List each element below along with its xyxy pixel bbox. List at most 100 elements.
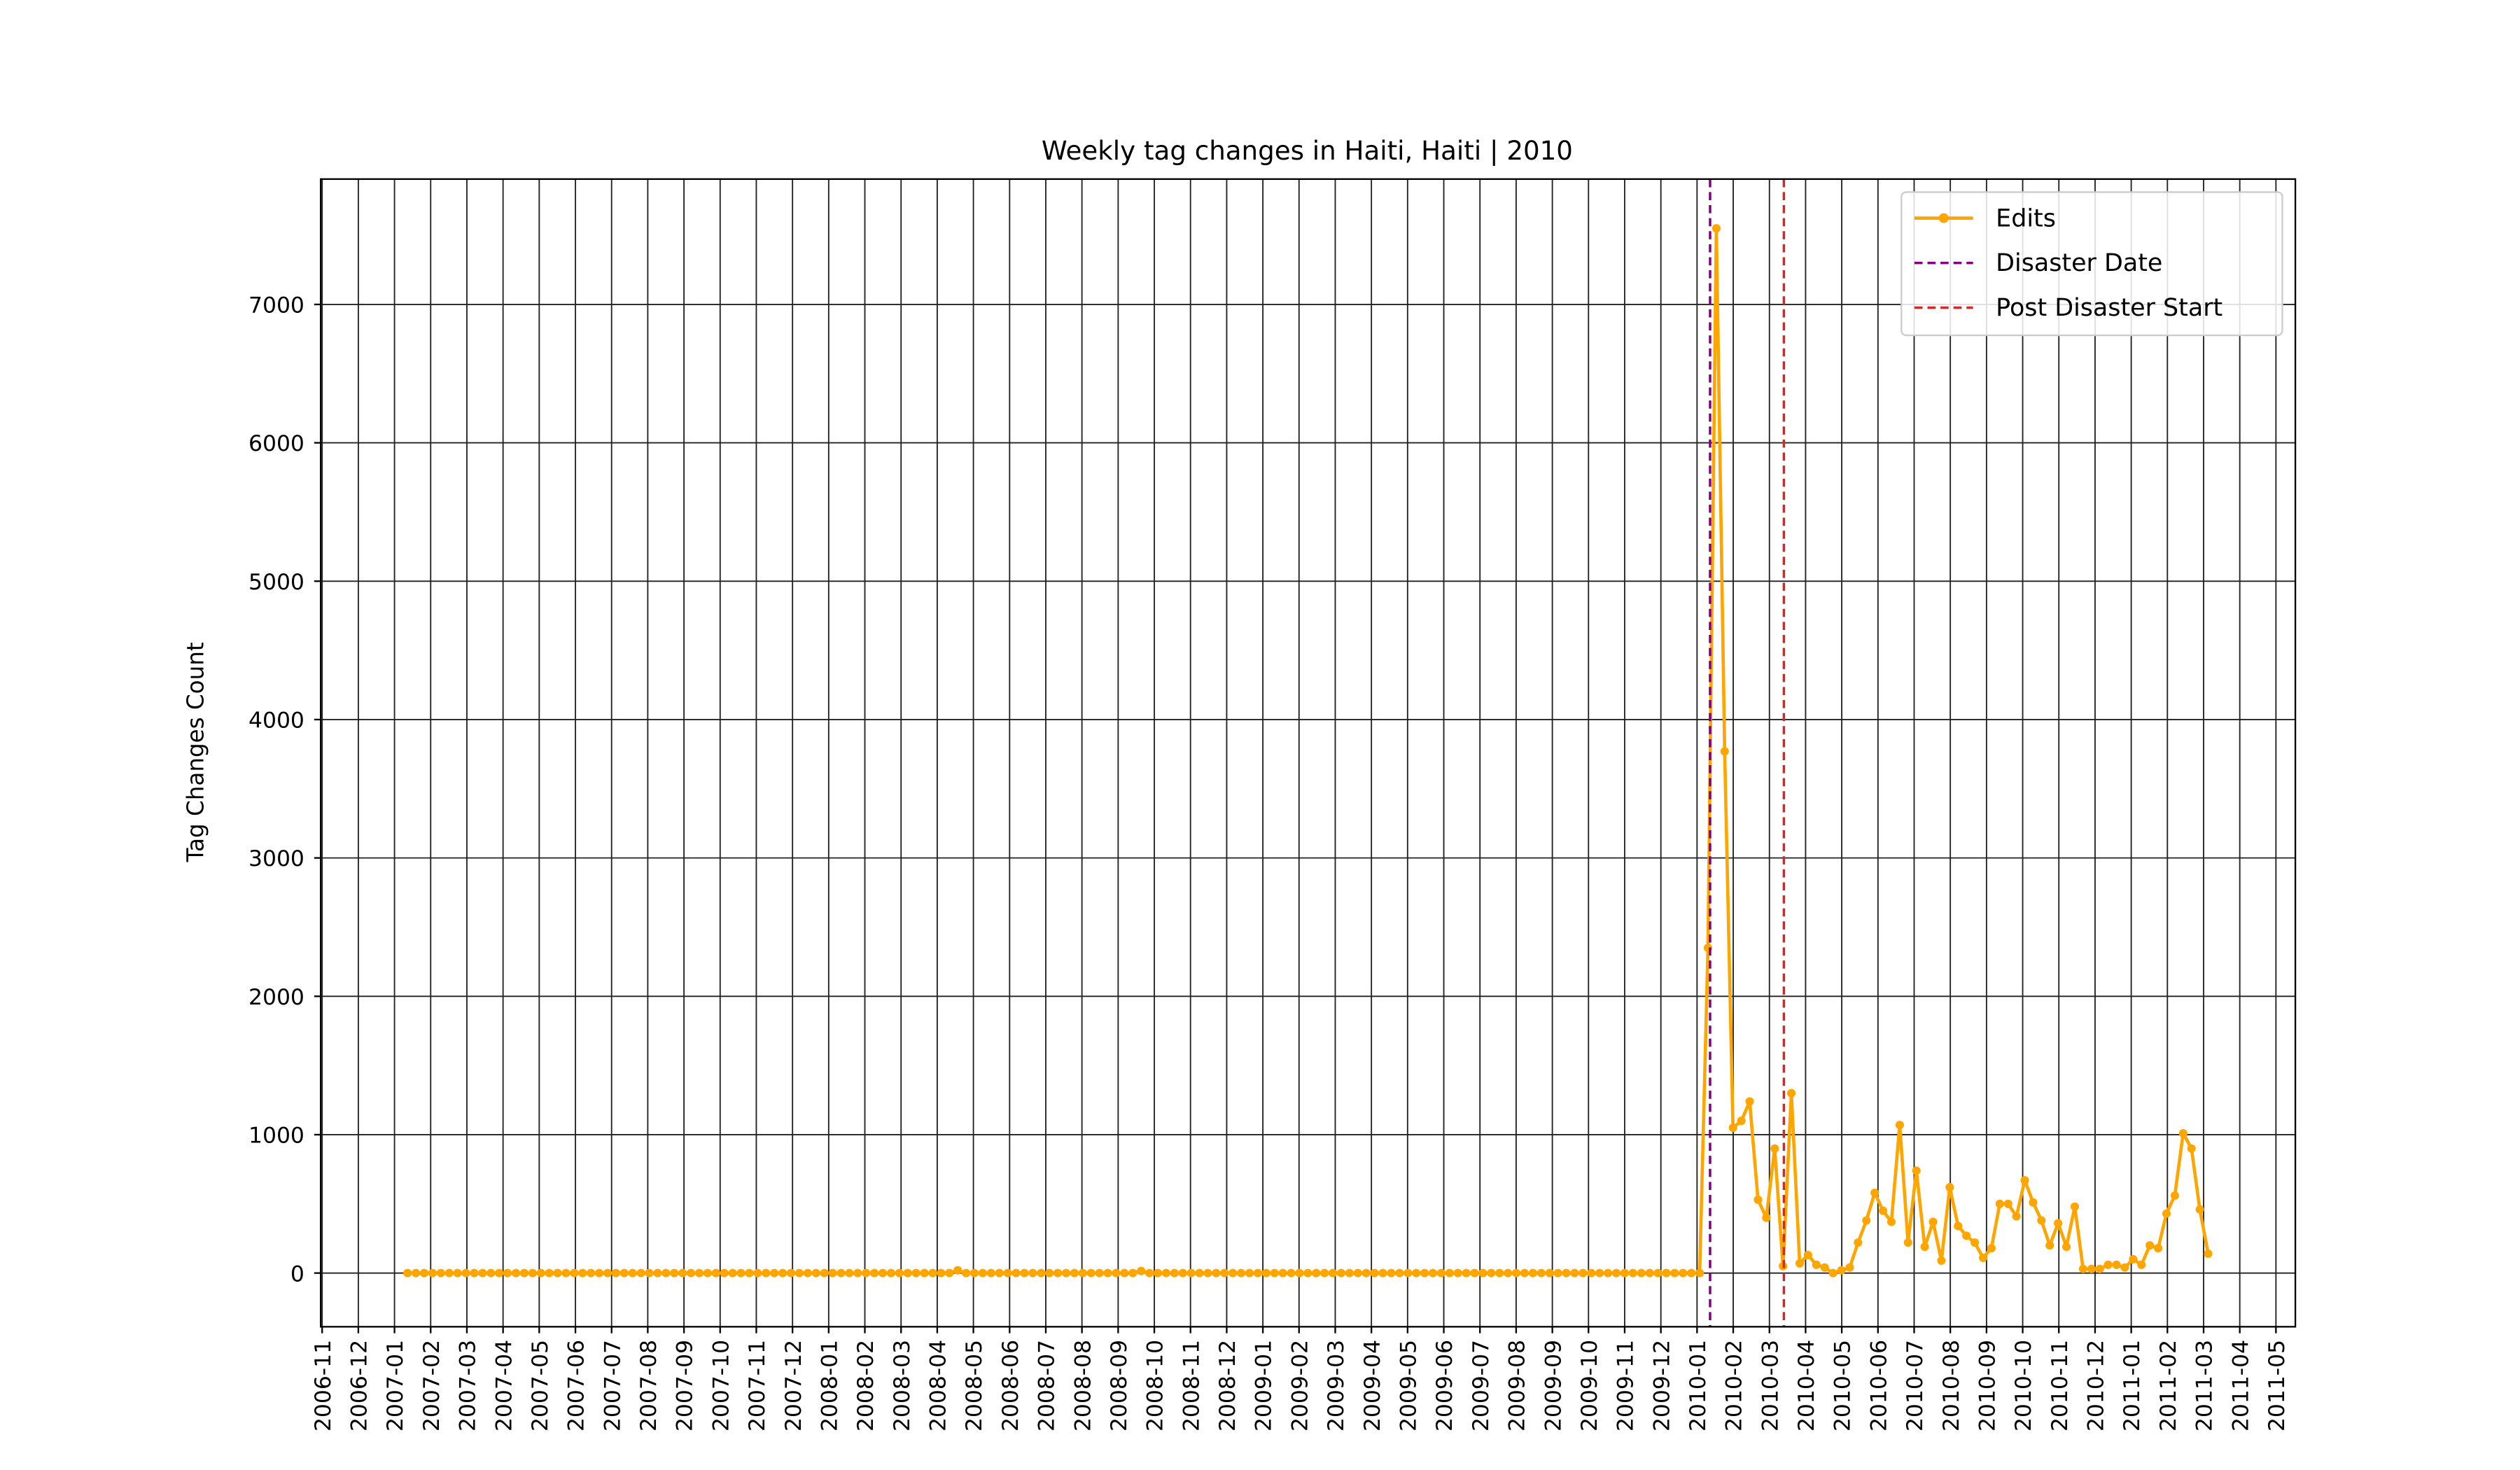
data-point <box>1670 1268 1679 1278</box>
data-point <box>1203 1268 1212 1278</box>
data-point <box>2062 1242 2071 1252</box>
data-point <box>1395 1268 1404 1278</box>
data-point <box>1803 1250 1812 1259</box>
data-point <box>945 1268 954 1278</box>
data-point <box>478 1268 487 1278</box>
data-point <box>653 1268 662 1278</box>
data-point <box>1945 1183 1954 1192</box>
data-point <box>1920 1242 1929 1252</box>
data-point <box>762 1268 771 1278</box>
data-point <box>1679 1268 1688 1278</box>
data-point <box>620 1268 629 1278</box>
x-tick-label: 2007-10 <box>708 1340 734 1432</box>
data-point <box>870 1268 879 1278</box>
x-tick-label: 2009-08 <box>1505 1340 1530 1432</box>
x-tick-label: 2008-04 <box>926 1340 951 1432</box>
plot-area <box>403 178 2213 1327</box>
x-tick-label: 2007-05 <box>528 1340 553 1432</box>
data-point <box>1728 1124 1737 1133</box>
data-point <box>1954 1222 1963 1231</box>
data-point <box>1978 1253 1988 1262</box>
x-tick-label: 2008-09 <box>1107 1340 1132 1432</box>
data-point <box>1070 1268 1079 1278</box>
data-point <box>828 1268 837 1278</box>
data-point <box>845 1268 854 1278</box>
data-point <box>1078 1268 1087 1278</box>
x-tick-label: 2008-03 <box>890 1340 915 1432</box>
data-point <box>753 1268 762 1278</box>
data-point <box>687 1268 696 1278</box>
y-axis-label: Tag Changes Count <box>183 642 209 862</box>
data-point <box>1886 1217 1896 1226</box>
x-tick-label: 2007-06 <box>564 1340 589 1432</box>
data-point <box>1054 1268 1063 1278</box>
x-tick-label: 2010-09 <box>1975 1340 2001 1432</box>
x-tick-label: 2007-12 <box>781 1340 806 1432</box>
data-point <box>1845 1263 1854 1272</box>
x-tick-label: 2009-09 <box>1541 1340 1566 1432</box>
data-point <box>1061 1268 1071 1278</box>
data-point <box>1637 1268 1646 1278</box>
legend-marker <box>1938 213 1949 223</box>
data-point <box>1178 1268 1187 1278</box>
data-point <box>2078 1264 2087 1273</box>
data-point <box>519 1268 528 1278</box>
data-point <box>886 1268 895 1278</box>
data-point <box>803 1268 812 1278</box>
x-tick-label: 2007-08 <box>636 1340 662 1432</box>
data-point <box>711 1268 720 1278</box>
data-point <box>1820 1263 1829 1272</box>
x-tick-label: 2010-08 <box>1939 1340 1964 1432</box>
data-point <box>1520 1268 1530 1278</box>
data-point <box>470 1268 479 1278</box>
data-point <box>1995 1199 2004 1208</box>
data-point <box>1545 1268 1554 1278</box>
data-point <box>1504 1268 1513 1278</box>
data-point <box>2204 1249 2213 1259</box>
x-tick-label: 2008-05 <box>962 1340 987 1432</box>
data-point <box>1604 1268 1613 1278</box>
data-point <box>1287 1268 1296 1278</box>
data-point <box>1512 1268 1521 1278</box>
y-tick-label: 0 <box>290 1261 304 1287</box>
x-tick-label: 2009-01 <box>1252 1340 1277 1432</box>
data-point <box>786 1268 796 1278</box>
x-tick-label: 2010-01 <box>1686 1340 1711 1432</box>
data-point <box>2003 1199 2012 1208</box>
data-point <box>1137 1266 1146 1275</box>
data-point <box>1987 1244 1996 1253</box>
data-point <box>1879 1206 1888 1215</box>
data-point <box>603 1268 612 1278</box>
data-point <box>1662 1268 1671 1278</box>
data-point <box>678 1268 687 1278</box>
data-point <box>1253 1268 1262 1278</box>
x-tick-label: 2011-04 <box>2228 1340 2253 1432</box>
data-point <box>1261 1268 1270 1278</box>
x-tick-label: 2010-06 <box>1866 1340 1891 1432</box>
data-point <box>2070 1202 2080 1211</box>
data-point <box>937 1268 946 1278</box>
x-tick-label: 2009-02 <box>1287 1340 1312 1432</box>
data-point <box>969 1268 979 1278</box>
x-axis-label: Date <box>1280 1467 1335 1470</box>
chart-title: Weekly tag changes in Haiti, Haiti | 201… <box>1042 135 1573 167</box>
data-point <box>728 1268 737 1278</box>
x-tick-label: 2007-03 <box>456 1340 481 1432</box>
data-point <box>2170 1191 2179 1200</box>
x-tick-label: 2009-06 <box>1432 1340 1457 1432</box>
x-tick-label: 2007-11 <box>745 1340 770 1432</box>
legend-box <box>1900 191 2283 337</box>
data-point <box>2137 1260 2146 1269</box>
data-point <box>995 1268 1004 1278</box>
data-point <box>587 1268 596 1278</box>
data-point <box>1895 1121 1904 1130</box>
data-point <box>1086 1268 1096 1278</box>
data-point <box>1795 1259 1805 1268</box>
y-tick-label: 4000 <box>248 708 304 734</box>
y-tick-label: 1000 <box>248 1124 304 1149</box>
data-point <box>2095 1264 2104 1273</box>
data-point <box>2012 1212 2021 1221</box>
data-point <box>1854 1238 1863 1247</box>
data-point <box>2037 1216 2046 1225</box>
